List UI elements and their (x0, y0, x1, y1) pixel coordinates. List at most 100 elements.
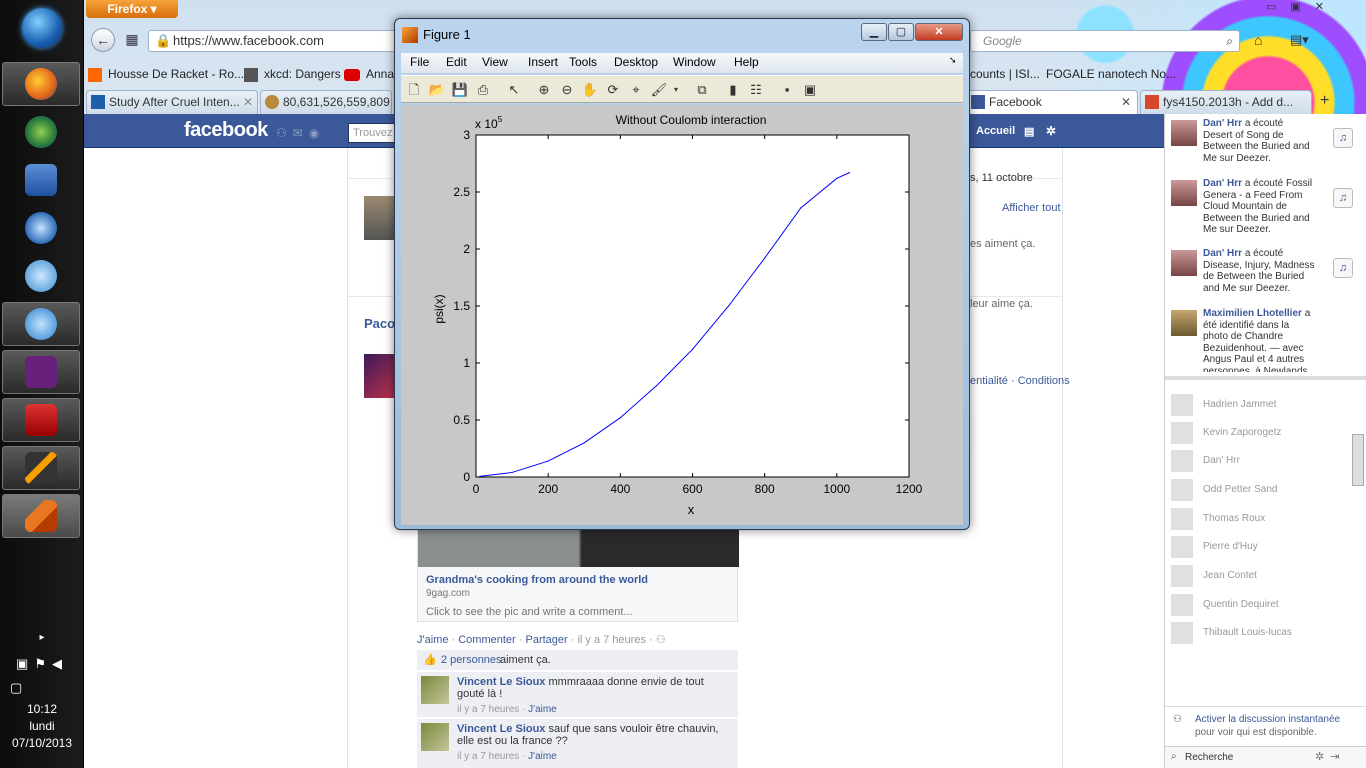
menu-tools[interactable]: Tools (569, 55, 598, 69)
matlab-taskbar-button[interactable] (2, 494, 80, 538)
footer-links[interactable]: entialité · Conditions (970, 375, 1070, 387)
chat-contact[interactable]: Odd Petter Sand (1171, 479, 1351, 503)
ticker-name[interactable]: Dan' Hrr (1203, 118, 1243, 129)
chat-enable-link[interactable]: Activer la discussion instantanée (1195, 714, 1341, 725)
link-title[interactable]: Grandma's cooking from around the world (426, 574, 649, 586)
feed-author[interactable]: Paco (364, 316, 396, 331)
comment-like-link[interactable]: J'aime (528, 704, 557, 715)
bookmark-menu-icon[interactable]: ▤▾ (1290, 32, 1309, 47)
avatar[interactable] (1171, 120, 1197, 146)
brush-icon[interactable]: 🖌 (650, 82, 668, 97)
share-link[interactable]: Partager (525, 634, 568, 646)
home-icon[interactable]: ⌂ (1254, 32, 1263, 48)
home-link[interactable]: Accueil (976, 125, 1016, 137)
firefox-menu-button[interactable]: Firefox ▾ (86, 0, 178, 18)
colorbar-icon[interactable]: ▮ (729, 82, 737, 97)
thunderbird-taskbar-button[interactable] (2, 206, 80, 250)
hide-plot-tools-icon[interactable]: ▪ (784, 82, 790, 97)
action-center-icon[interactable]: ▢ (10, 680, 23, 695)
plot-area[interactable]: Without Coulomb interaction x 105 psi(x)… (401, 105, 963, 525)
chat-contact[interactable]: Pierre d'Huy (1171, 536, 1351, 560)
ticker-name[interactable]: Dan' Hrr (1203, 248, 1243, 259)
bookmark-fogale[interactable]: FOGALE nanotech No... (1046, 67, 1177, 81)
cat-taskbar-button[interactable] (2, 254, 80, 298)
chat-options-icon[interactable]: ✲⇥ (1315, 751, 1346, 763)
minimize-button[interactable]: ▁ (861, 23, 887, 41)
close-button[interactable]: ✕ (915, 23, 963, 41)
ticker-item[interactable]: Maximilien Lhotellier a été identifié da… (1171, 308, 1351, 372)
bookmark-xkcd[interactable]: xkcd: Dangers (244, 67, 341, 82)
chat-contact[interactable]: Jean Contet (1171, 565, 1351, 589)
menu-file[interactable]: File (410, 55, 430, 69)
maximize-button[interactable]: ▢ (888, 23, 914, 41)
audience-icon[interactable]: ⚇ (655, 634, 666, 646)
visual-studio-taskbar-button[interactable] (2, 350, 80, 394)
show-plot-tools-icon[interactable]: ▣ (803, 82, 817, 97)
word-taskbar-button[interactable] (2, 158, 80, 202)
chat-contact[interactable]: Thibault Louis-lucas (1171, 622, 1351, 646)
menu-desktop[interactable]: Desktop (614, 55, 659, 69)
feed-thumbnail[interactable] (364, 196, 396, 240)
save-icon[interactable]: 💾 (451, 82, 469, 97)
menu-view[interactable]: View (482, 55, 508, 69)
clock-date[interactable]: 07/10/2013 (11, 736, 73, 750)
comment-author[interactable]: Vincent Le Sioux (457, 676, 546, 688)
firefox-taskbar-button[interactable] (2, 62, 80, 106)
tab-study[interactable]: Study After Cruel Inten... ✕ (86, 90, 258, 114)
window-controls[interactable]: ▭▣✕ (1266, 1, 1339, 13)
avatar[interactable] (421, 723, 449, 751)
avatar[interactable] (1171, 250, 1197, 276)
open-file-icon[interactable]: 📂 (428, 82, 446, 97)
chat-contact[interactable]: Kevin Zaporogetz (1171, 422, 1351, 446)
like-link[interactable]: J'aime (417, 634, 449, 646)
comment-like-link[interactable]: J'aime (528, 751, 557, 762)
search-icon[interactable]: ⌕ (1226, 34, 1233, 48)
chart-svg[interactable]: Without Coulomb interaction x 105 psi(x)… (401, 105, 963, 525)
tray-expand-icon[interactable]: ▸ (39, 632, 45, 643)
start-orb-icon[interactable] (22, 8, 62, 48)
ticker-item[interactable]: Dan' Hrr a écouté Disease, Injury, Madne… (1171, 248, 1353, 304)
chat-contact[interactable]: Hadrien Jammet (1171, 394, 1351, 418)
data-cursor-icon[interactable]: ⌖ (632, 82, 640, 97)
comment-link[interactable]: Commenter (458, 634, 516, 646)
url-bar[interactable]: 🔒 https://www.facebook.com (148, 30, 396, 52)
search-bar[interactable]: Google ⌕ (970, 30, 1240, 52)
bookmark-housse[interactable]: Housse De Racket - Ro... (88, 67, 244, 82)
zoom-out-icon[interactable]: ⊖ (561, 82, 573, 97)
comment-author[interactable]: Vincent Le Sioux (457, 723, 546, 735)
menu-edit[interactable]: Edit (446, 55, 467, 69)
clock-time[interactable]: 10:12 (26, 702, 58, 716)
back-button[interactable]: ← (91, 28, 115, 52)
ticker-resize-handle[interactable] (1165, 376, 1366, 380)
ticker-name[interactable]: Maximilien Lhotellier (1203, 308, 1302, 319)
tab-groups-icon[interactable]: ▦ (125, 31, 139, 47)
avatar[interactable] (1171, 310, 1197, 336)
notification-icons[interactable]: ⚇✉◉ (276, 126, 326, 140)
tab-fys4150[interactable]: fys4150.2013h - Add d... (1140, 90, 1312, 114)
brush-dropdown-icon[interactable]: ▾ (673, 85, 678, 94)
tab-count[interactable]: 80,631,526,559,809 co (260, 90, 392, 114)
chat-search-bar[interactable]: ⌕ Recherche ✲⇥ (1165, 746, 1366, 768)
ticker-name[interactable]: Dan' Hrr (1203, 178, 1243, 189)
feed-thumbnail[interactable] (364, 354, 396, 398)
menu-insert[interactable]: Insert (528, 55, 559, 69)
music-note-icon[interactable]: ♫ (1333, 188, 1353, 208)
link-plot-icon[interactable]: ⧉ (697, 82, 707, 97)
globe-taskbar-button[interactable] (2, 110, 80, 154)
likes-count[interactable]: 2 personnes (441, 654, 502, 666)
settings-gear-icon[interactable]: ✲ (1046, 124, 1057, 138)
bookmark-anna[interactable]: Anna (344, 67, 394, 81)
matlab-figure-window[interactable]: Figure 1 ▁ ▢ ✕ File Edit View Insert Too… (394, 18, 970, 530)
dock-arrow-icon[interactable]: ➘ (949, 55, 957, 65)
tab-facebook[interactable]: Facebook ✕ (966, 90, 1138, 114)
menu-help[interactable]: Help (734, 55, 759, 69)
itunes-taskbar-button[interactable] (2, 302, 80, 346)
lyx-taskbar-button[interactable] (2, 446, 80, 490)
chat-contact[interactable]: Dan' Hrr (1171, 450, 1351, 474)
acrobat-taskbar-button[interactable] (2, 398, 80, 442)
avatar[interactable] (1171, 180, 1197, 206)
chat-contact[interactable]: Thomas Roux (1171, 508, 1351, 532)
music-note-icon[interactable]: ♫ (1333, 128, 1353, 148)
music-note-icon[interactable]: ♫ (1333, 258, 1353, 278)
privacy-icon[interactable]: ▤ (1024, 126, 1035, 138)
